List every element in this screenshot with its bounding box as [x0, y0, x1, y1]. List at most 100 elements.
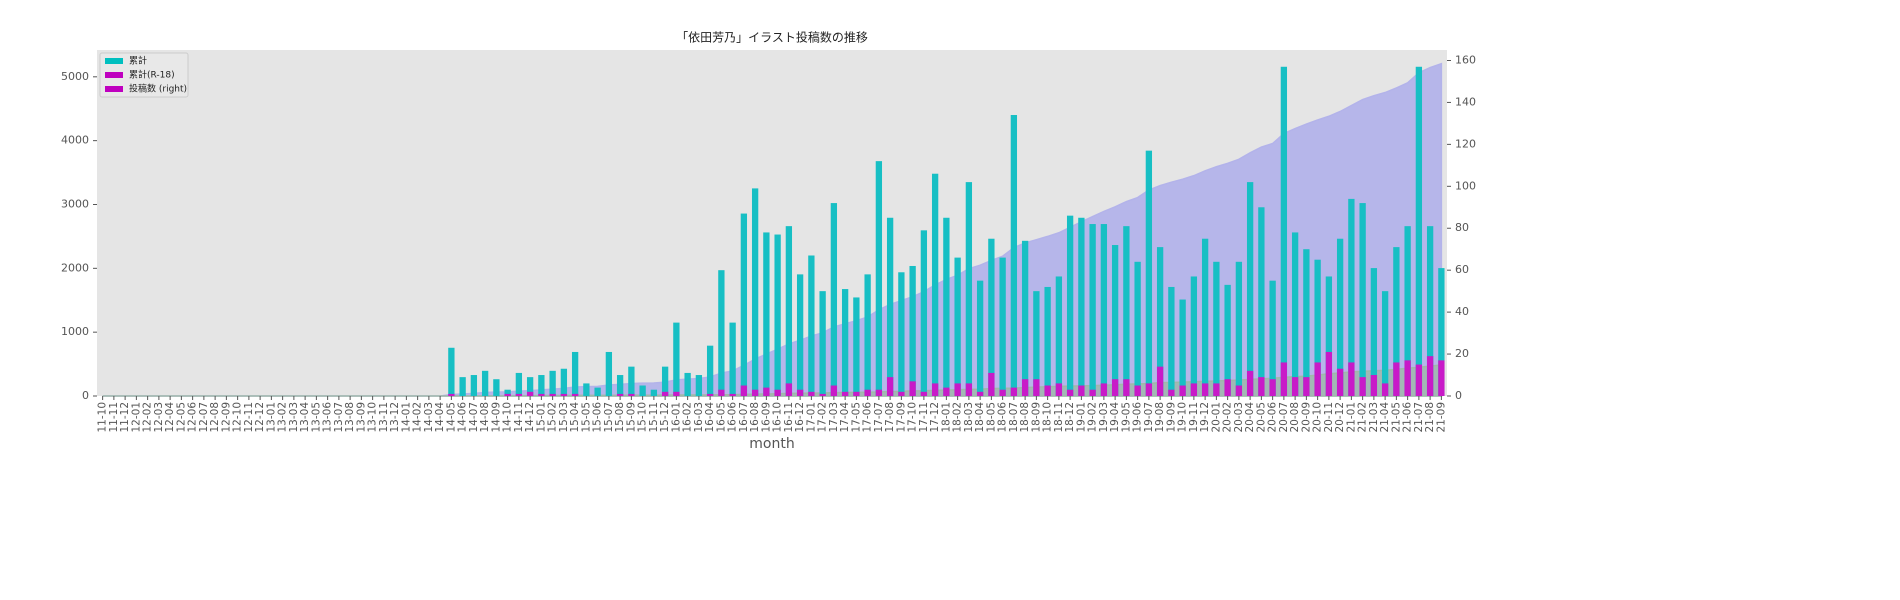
x-tick-label: 20-05: [1255, 402, 1267, 433]
chart-title: 「依田芳乃」イラスト投稿数の推移: [676, 30, 868, 45]
x-axis-label: month: [749, 436, 794, 452]
bar: [1123, 379, 1130, 396]
bar: [898, 272, 905, 396]
x-tick-label: 16-11: [783, 402, 795, 433]
x-tick-label: 14-02: [412, 402, 424, 433]
bar: [1190, 276, 1198, 396]
bar: [549, 393, 556, 396]
x-tick-label: 18-07: [1008, 402, 1020, 433]
bar: [1190, 383, 1198, 396]
bar: [1359, 203, 1366, 396]
x-tick-label: 19-08: [1154, 402, 1166, 433]
x-tick-label: 21-09: [1435, 402, 1447, 433]
x-tick-label: 18-10: [1042, 402, 1054, 433]
bar: [571, 351, 579, 396]
bar: [1303, 249, 1310, 396]
bar: [1111, 245, 1119, 396]
bar: [1201, 238, 1209, 396]
x-tick-label: 17-12: [929, 402, 941, 433]
y-tick-label: 4000: [61, 134, 89, 147]
bar: [549, 370, 556, 396]
bar: [999, 389, 1006, 396]
bar: [515, 372, 523, 396]
x-tick-label: 18-09: [1030, 402, 1042, 433]
x-tick-label: 13-11: [378, 402, 390, 433]
bar: [1258, 207, 1265, 396]
y2-tick-label: 140: [1455, 95, 1476, 108]
bar: [1314, 259, 1321, 396]
bar: [898, 391, 905, 396]
bar: [1044, 385, 1051, 396]
x-tick-label: 17-08: [884, 402, 896, 433]
legend-label: 累計: [129, 55, 147, 67]
bar: [1100, 224, 1108, 396]
bar: [1201, 383, 1209, 396]
bar: [1314, 362, 1321, 396]
y2-tick-label: 60: [1455, 263, 1469, 276]
x-tick-label: 12-02: [142, 402, 154, 433]
x-tick-label: 17-06: [862, 402, 874, 433]
bar: [684, 372, 691, 396]
bar: [1156, 366, 1164, 396]
bar: [661, 391, 669, 396]
x-tick-label: 13-09: [355, 402, 367, 433]
x-tick-label: 16-05: [715, 402, 727, 433]
x-tick-label: 13-03: [288, 402, 300, 433]
bar: [920, 391, 928, 396]
bar: [1280, 362, 1288, 396]
bar: [763, 232, 770, 396]
bar: [1100, 383, 1108, 396]
bar: [988, 372, 995, 396]
bar: [1156, 247, 1164, 396]
bar: [965, 383, 973, 396]
x-tick-label: 21-08: [1424, 402, 1436, 433]
bar: [1213, 383, 1220, 396]
bar: [673, 322, 680, 396]
x-tick-label: 20-06: [1267, 402, 1279, 433]
bar: [1246, 370, 1254, 396]
y-tick-label: 1000: [61, 325, 89, 338]
y-tick-label: 0: [82, 389, 89, 402]
y2-tick-label: 80: [1455, 221, 1469, 234]
bar: [740, 385, 748, 396]
x-tick-label: 15-12: [659, 402, 671, 433]
bar: [796, 274, 804, 396]
x-tick-label: 13-10: [367, 402, 379, 433]
x-tick-label: 16-02: [682, 402, 694, 433]
x-tick-label: 14-10: [502, 402, 514, 433]
bar: [1348, 198, 1355, 396]
x-tick-label: 19-07: [1143, 402, 1155, 433]
x-tick-label: 14-01: [400, 402, 412, 433]
x-tick-label: 19-11: [1188, 402, 1200, 433]
bar: [988, 238, 995, 396]
x-tick-label: 13-07: [333, 402, 345, 433]
bar: [864, 389, 871, 396]
x-tick-label: 15-08: [614, 402, 626, 433]
x-tick-label: 14-08: [479, 402, 491, 433]
bar: [853, 297, 860, 396]
bar: [493, 379, 500, 396]
x-tick-label: 20-08: [1289, 402, 1301, 433]
bar: [853, 391, 860, 396]
x-tick-label: 21-03: [1368, 402, 1380, 433]
bar: [515, 393, 523, 396]
bar: [1134, 385, 1141, 396]
bar: [886, 377, 894, 396]
bar: [718, 270, 725, 396]
bar: [538, 375, 545, 396]
x-tick-label: 14-03: [423, 402, 435, 433]
bar: [1426, 226, 1434, 396]
x-tick-label: 16-07: [738, 402, 750, 433]
bar: [1010, 387, 1018, 396]
x-tick-label: 13-05: [310, 402, 322, 433]
x-tick-label: 15-06: [592, 402, 604, 433]
x-tick-label: 12-10: [232, 402, 244, 433]
bar: [1325, 351, 1333, 396]
x-tick-label: 19-01: [1075, 402, 1087, 433]
bar: [1359, 377, 1366, 396]
x-tick-label: 12-05: [175, 402, 187, 433]
y2-tick-label: 120: [1455, 137, 1476, 150]
x-tick-label: 15-01: [535, 402, 547, 433]
bar: [886, 217, 894, 396]
x-tick-label: 18-11: [1053, 402, 1065, 433]
